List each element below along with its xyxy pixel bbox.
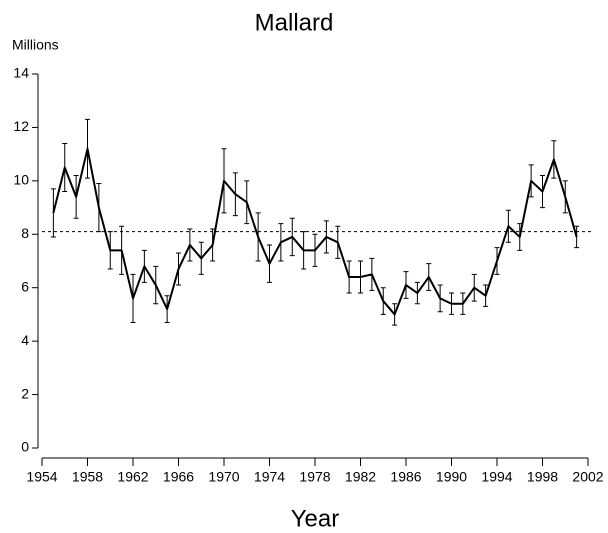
x-tick-label: 1966 — [163, 469, 194, 485]
x-tick-label: 1994 — [481, 469, 512, 485]
y-tick-label: 12 — [13, 118, 29, 134]
y-tick-label: 2 — [21, 385, 29, 401]
x-tick-label: 1962 — [117, 469, 148, 485]
x-tick-label: 1978 — [299, 469, 330, 485]
y-tick-label: 10 — [13, 172, 29, 188]
x-tick-label: 1990 — [436, 469, 467, 485]
x-tick-label: 1998 — [527, 469, 558, 485]
x-tick-label: 1974 — [254, 469, 285, 485]
y-tick-label: 8 — [21, 225, 29, 241]
x-tick-label: 1954 — [26, 469, 57, 485]
chart-title: Mallard — [255, 9, 334, 36]
x-tick-label: 1986 — [390, 469, 421, 485]
x-tick-label: 1958 — [72, 469, 103, 485]
x-axis-label: Year — [291, 505, 340, 532]
x-tick-label: 1982 — [345, 469, 376, 485]
data-line — [52, 147, 578, 316]
y-axis-label: Millions — [12, 37, 59, 53]
x-tick-label: 2002 — [572, 469, 603, 485]
y-tick-label: 14 — [13, 65, 29, 81]
y-tick-label: 4 — [21, 332, 29, 348]
y-tick-label: 6 — [21, 278, 29, 294]
x-tick-label: 1970 — [208, 469, 239, 485]
y-tick-label: 0 — [21, 439, 29, 455]
